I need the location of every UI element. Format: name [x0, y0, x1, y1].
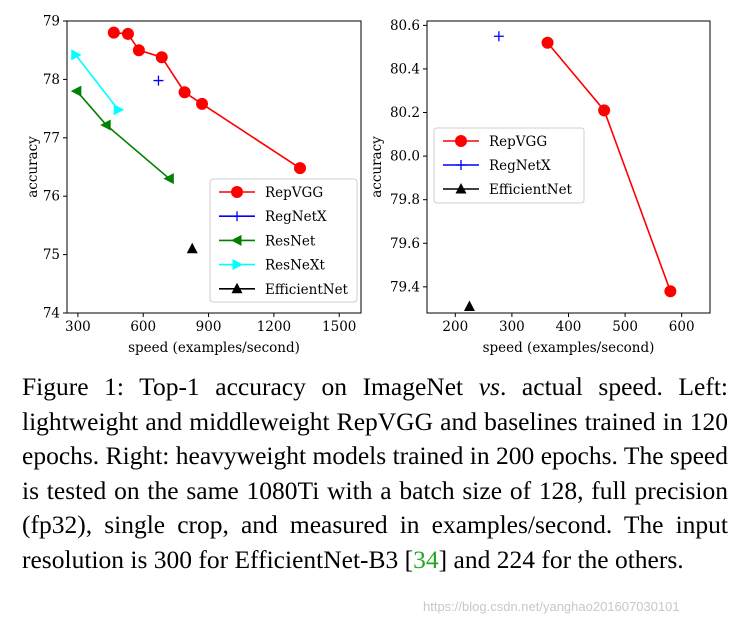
legend-label: EfficientNet	[265, 282, 349, 298]
watermark-text: https://blog.csdn.net/yanghao20160703010…	[423, 599, 680, 614]
legend-label: RepVGG	[489, 134, 547, 150]
caption-prefix: Figure 1: Top-1 accuracy on ImageNet	[22, 372, 479, 401]
data-point	[153, 75, 164, 86]
x-tick-label: 200	[442, 319, 468, 335]
data-point	[163, 173, 174, 185]
x-tick-label: 300	[499, 319, 525, 335]
legend-marker	[455, 135, 467, 147]
data-point	[541, 36, 554, 49]
y-tick-label: 78	[43, 72, 60, 88]
data-point	[71, 49, 82, 61]
caption-vs: vs	[478, 372, 500, 401]
right-chart-panel: 200 300 400 500 600 79.4 79.6 79.8 80.0 80.2 80.4 8…	[369, 18, 711, 356]
y-tick-label: 75	[43, 247, 60, 263]
y-tick-label: 74	[43, 306, 60, 322]
x-tick-label: 900	[196, 319, 222, 335]
y-tick-label: 79.4	[390, 279, 420, 295]
figure-charts: 300 600 900 1200 1500 74 75 76 77 78 79 speed (exam…	[25, 14, 711, 356]
y-tick-label: 80.6	[390, 18, 420, 34]
x-tick-label: 400	[556, 319, 582, 335]
legend-label: RepVGG	[265, 185, 323, 201]
legend-marker	[232, 211, 242, 222]
y-tick-label: 77	[43, 130, 60, 146]
legend-marker	[456, 160, 466, 170]
data-point	[100, 119, 111, 131]
data-point	[113, 104, 125, 116]
y-axis-label: accuracy	[25, 136, 41, 198]
series-efficientnet	[463, 300, 475, 311]
series-regnetx	[493, 31, 504, 42]
y-tick-label: 79.6	[390, 236, 420, 252]
series-resnext	[71, 49, 125, 116]
x-axis-label: speed (examples/second)	[483, 340, 655, 356]
legend-box	[209, 178, 358, 303]
axes-frame	[66, 20, 362, 314]
y-tick-label: 79	[43, 14, 60, 30]
x-axis-label: speed (examples/second)	[128, 340, 300, 356]
x-tick-label: 300	[65, 319, 91, 335]
x-tick-label: 1500	[322, 319, 356, 335]
data-point	[132, 44, 145, 57]
legend-label: ResNet	[265, 233, 316, 249]
series-repvgg	[107, 26, 307, 175]
series-regnetx	[153, 75, 164, 86]
series-repvgg	[541, 36, 677, 298]
x-tick-label: 500	[612, 319, 638, 335]
legend-marker	[231, 234, 242, 246]
legend-marker	[232, 259, 243, 271]
series-line	[75, 54, 119, 111]
data-point	[70, 85, 82, 97]
x-tick-label: 600	[130, 319, 156, 335]
figure-caption: Figure 1: Top-1 accuracy on ImageNet vs.…	[22, 370, 728, 577]
x-tick-label: 1200	[257, 319, 291, 335]
series-line	[76, 90, 170, 180]
series-efficientnet	[186, 242, 198, 254]
caption-suffix: ] and 224 for the others.	[438, 544, 684, 574]
legend: RepVGG RegNetX ResNet ResNeXt EfficientNet	[209, 178, 358, 303]
legend-marker	[231, 186, 243, 198]
y-tick-label: 80.4	[390, 61, 420, 77]
data-point	[196, 97, 209, 110]
data-point	[121, 27, 134, 40]
y-tick-label: 80.0	[390, 149, 420, 165]
data-point	[186, 242, 198, 254]
y-tick-label: 79.8	[390, 192, 420, 208]
data-point	[463, 300, 475, 311]
caption-body: . actual speed. Left: lightweight and mi…	[22, 372, 728, 574]
series-resnet	[70, 85, 174, 185]
legend-label: RegNetX	[265, 209, 327, 225]
legend: RepVGG RegNetX EfficientNet	[433, 127, 585, 204]
data-point	[664, 285, 677, 298]
y-tick-label: 76	[43, 189, 60, 205]
data-point	[107, 26, 120, 39]
legend-label: EfficientNet	[489, 182, 573, 198]
y-tick-label: 80.2	[390, 105, 420, 121]
data-point	[178, 86, 191, 99]
x-tick-label: 600	[669, 319, 695, 335]
data-point	[294, 162, 307, 175]
left-chart-panel: 300 600 900 1200 1500 74 75 76 77 78 79 speed (exam…	[25, 14, 362, 356]
data-point	[598, 104, 611, 117]
legend-label: RegNetX	[489, 158, 551, 174]
legend-marker	[231, 282, 243, 294]
citation-link[interactable]: 34	[413, 544, 439, 574]
legend-marker	[455, 183, 467, 194]
data-point	[155, 51, 168, 64]
y-axis-label: accuracy	[369, 136, 385, 198]
legend-label: ResNeXt	[265, 258, 325, 274]
legend-box	[433, 127, 585, 204]
data-point	[493, 31, 504, 42]
